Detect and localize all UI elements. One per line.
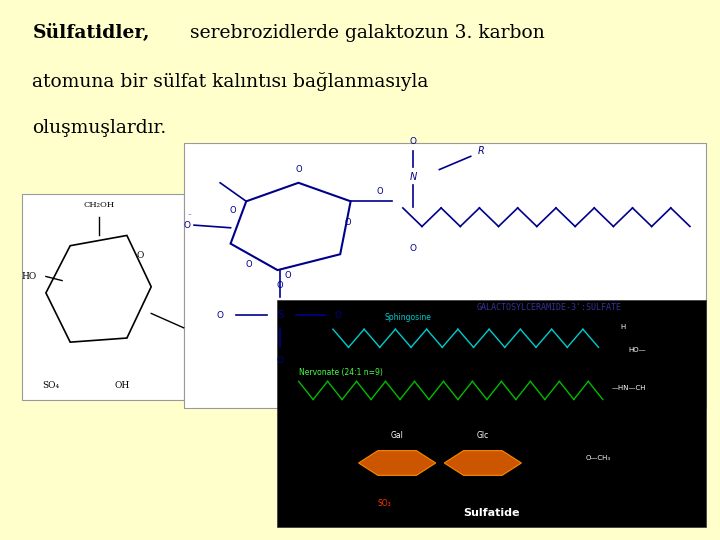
Text: R: R [478,146,485,156]
Text: O: O [230,206,236,215]
Text: O: O [284,271,292,280]
Text: H: H [620,324,625,330]
Text: O: O [334,310,341,320]
Text: O: O [184,221,191,230]
Text: O: O [295,165,302,174]
Text: —HN—CH: —HN—CH [611,385,646,391]
Text: Glc: Glc [477,431,489,440]
FancyBboxPatch shape [184,143,706,408]
Polygon shape [444,450,521,475]
Text: Sphingosine: Sphingosine [384,313,431,322]
Text: O: O [410,245,417,253]
Text: O: O [217,310,224,320]
Text: O: O [410,137,417,146]
Text: ⁻: ⁻ [187,214,191,220]
Text: Gal: Gal [391,431,404,440]
Text: O—CH₃: O—CH₃ [586,455,611,462]
Text: O: O [277,281,284,291]
FancyBboxPatch shape [277,300,706,526]
Text: SO₃: SO₃ [377,500,391,508]
Text: atomuna bir sülfat kalıntısı bağlanmasıyla: atomuna bir sülfat kalıntısı bağlanmasıy… [32,72,429,91]
Text: OH: OH [114,381,130,390]
Text: Sülfatidler,: Sülfatidler, [32,24,150,42]
Text: HO—: HO— [629,347,646,353]
Text: SO₄: SO₄ [42,381,59,390]
Text: O: O [136,252,143,260]
Polygon shape [359,450,436,475]
FancyBboxPatch shape [22,194,184,400]
Text: GALACTOSYLCERAMIDE-3':SULFATE: GALACTOSYLCERAMIDE-3':SULFATE [477,302,621,312]
Text: CH₂OH: CH₂OH [84,201,115,208]
Text: oluşmuşlardır.: oluşmuşlardır. [32,119,166,137]
Text: serebrozidlerde galaktozun 3. karbon: serebrozidlerde galaktozun 3. karbon [184,24,545,42]
Text: O: O [345,218,351,227]
Text: O: O [376,187,382,196]
Text: Sulfatide: Sulfatide [463,508,520,518]
Text: O: O [276,355,284,364]
Text: O: O [246,260,252,269]
Text: N: N [410,172,417,183]
Text: Nervonate (24:1 n=9): Nervonate (24:1 n=9) [299,368,382,377]
Text: S: S [277,310,283,320]
Text: HO: HO [22,272,37,281]
Text: 12: 12 [680,512,702,530]
